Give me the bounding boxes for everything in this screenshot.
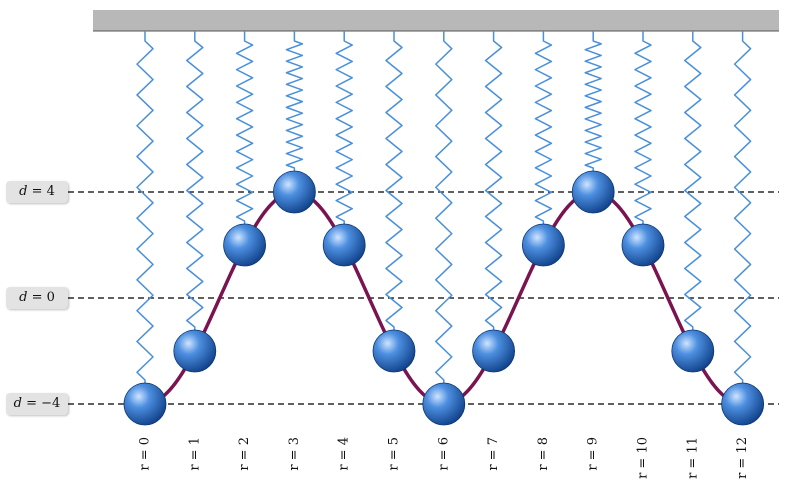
level-value: 4 xyxy=(46,184,55,199)
r-label: r = 7 xyxy=(486,437,501,471)
mass-ball xyxy=(372,329,416,373)
mass-ball xyxy=(522,223,565,267)
mass-ball xyxy=(272,170,316,214)
mass-ball xyxy=(123,382,167,426)
level-label: d = 0 xyxy=(6,287,68,309)
r-label: r = 3 xyxy=(287,437,302,471)
spring xyxy=(335,31,353,226)
mass-ball xyxy=(721,382,764,426)
spring xyxy=(733,31,752,385)
spring xyxy=(285,31,304,173)
spring xyxy=(584,31,602,173)
level-equals: = xyxy=(27,290,47,305)
ceiling-bar xyxy=(93,10,779,31)
spring xyxy=(136,31,154,385)
r-label: r = 0 xyxy=(138,437,153,471)
level-variable: d xyxy=(19,184,28,199)
r-label: r = 9 xyxy=(586,437,601,471)
r-label: r = 4 xyxy=(337,437,352,471)
spring xyxy=(435,31,453,385)
r-label: r = 10 xyxy=(636,437,651,479)
spring xyxy=(385,31,403,332)
mass-ball xyxy=(671,329,715,373)
level-label: d = 4 xyxy=(6,181,68,203)
level-variable: d xyxy=(13,396,22,411)
r-label: r = 1 xyxy=(187,437,202,471)
mass-ball xyxy=(422,382,466,426)
level-equals: = xyxy=(27,184,47,199)
spring xyxy=(634,31,652,226)
level-label: d = −4 xyxy=(6,393,68,415)
level-variable: d xyxy=(19,290,28,305)
mass-ball xyxy=(173,329,217,373)
mass-ball xyxy=(223,223,267,267)
r-label: r = 5 xyxy=(387,437,402,471)
r-label: r = 6 xyxy=(436,437,451,471)
mass-ball xyxy=(322,223,366,267)
spring xyxy=(186,31,204,332)
spring xyxy=(684,31,702,332)
level-equals: = xyxy=(21,396,42,411)
mass-ball xyxy=(621,223,665,267)
r-label: r = 11 xyxy=(685,437,700,479)
mass-ball xyxy=(472,329,516,373)
spring xyxy=(484,31,503,332)
level-value: −4 xyxy=(41,396,61,411)
r-label: r = 2 xyxy=(237,437,252,471)
spring xyxy=(534,31,553,226)
level-value: 0 xyxy=(46,290,55,305)
spring xyxy=(235,31,254,226)
mass-ball xyxy=(571,170,615,214)
r-label: r = 12 xyxy=(735,437,750,479)
r-label: r = 8 xyxy=(536,437,551,471)
